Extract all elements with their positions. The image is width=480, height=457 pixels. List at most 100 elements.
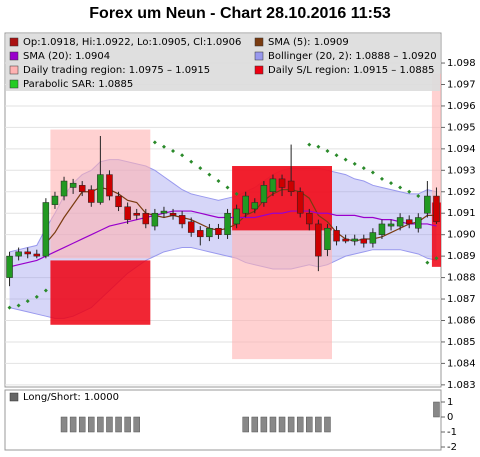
chart-title: Forex um Neun - Chart 28.10.2016 11:53 xyxy=(89,5,391,22)
legend-label: SMA (5): 1.0909 xyxy=(268,37,349,48)
sar-dot xyxy=(370,170,375,175)
candle-body xyxy=(242,195,249,214)
sar-dot xyxy=(225,185,230,190)
candle-body xyxy=(160,210,168,214)
candle-body xyxy=(33,253,41,257)
candle-body xyxy=(396,217,404,227)
candle-body xyxy=(142,212,150,225)
bar xyxy=(278,416,286,433)
candle-body xyxy=(197,230,204,238)
candle-body xyxy=(42,202,50,257)
candle-body xyxy=(178,215,186,225)
candle-body xyxy=(433,195,440,223)
sar-dot xyxy=(434,256,439,261)
sma-line xyxy=(9,210,437,268)
sar-dot xyxy=(389,181,394,186)
sar-dot xyxy=(316,144,321,149)
y-tick-label: 1.097 xyxy=(447,79,476,90)
overlay: 1.083 1.084 1.085 1.086 1.087 1.088 1.089 1.090… xyxy=(6,34,476,453)
y-tick-label: -1 xyxy=(447,427,457,438)
sar-dot xyxy=(325,149,330,153)
candle-body xyxy=(405,219,413,225)
lower-plot-frame xyxy=(4,389,442,451)
candle-body xyxy=(415,217,422,229)
candle-body xyxy=(151,212,159,227)
legend-swatch xyxy=(9,37,19,47)
sar-dot xyxy=(407,189,412,194)
candle-body xyxy=(306,212,313,225)
candle-body xyxy=(324,227,331,250)
candle-body xyxy=(342,238,349,242)
candle-body xyxy=(69,182,77,188)
y-tick-label: -2 xyxy=(447,442,457,453)
bar xyxy=(306,416,313,433)
bar xyxy=(106,416,113,433)
candle-body xyxy=(187,221,195,233)
candle-body xyxy=(296,191,304,214)
sar-dot xyxy=(207,172,212,177)
candle-body xyxy=(333,230,340,242)
y-tick-label: 1.091 xyxy=(447,208,476,219)
candle-body xyxy=(378,223,386,235)
legend-swatch xyxy=(9,392,19,402)
y-tick-label: 1.085 xyxy=(447,337,476,348)
candle-body xyxy=(97,174,104,203)
legend-label: Long/Short: 1.0000 xyxy=(23,392,119,403)
bar xyxy=(287,416,295,433)
bar xyxy=(324,416,331,433)
bar xyxy=(78,416,86,433)
candle-body xyxy=(60,180,68,197)
legend-swatch xyxy=(254,51,264,61)
sar-dot xyxy=(307,142,312,147)
candle-body xyxy=(260,185,268,203)
sar-dot xyxy=(16,303,21,308)
y-tick-label: 1.096 xyxy=(447,101,476,112)
y-tick-label: 1.092 xyxy=(447,187,476,198)
sar-dot xyxy=(152,140,157,145)
candle-body xyxy=(6,255,13,278)
legend-swatch xyxy=(254,65,264,75)
y-tick-label: 1.083 xyxy=(447,380,476,391)
y-tick-label: 1.090 xyxy=(447,230,476,241)
bar xyxy=(296,416,304,433)
candle-body xyxy=(269,178,277,193)
legend-label: Daily S/L region: 1.0915 – 1.0885 xyxy=(268,65,434,76)
sar-dot xyxy=(398,185,403,190)
legend-box xyxy=(6,34,440,91)
legend-label: Parabolic SAR: 1.0885 xyxy=(23,79,133,90)
candle-body xyxy=(124,206,131,220)
candle-body xyxy=(278,178,286,188)
y-tick-label: 1 xyxy=(447,397,453,408)
region xyxy=(431,202,441,267)
candle-body xyxy=(206,227,213,238)
candle-body xyxy=(360,238,368,244)
bar xyxy=(97,416,104,433)
legend-label: SMA (20): 1.0904 xyxy=(23,51,110,62)
sar-dot xyxy=(352,161,357,166)
bar xyxy=(124,416,131,433)
sar-dot xyxy=(416,194,421,199)
bar xyxy=(260,416,268,433)
y-tick-label: 1.094 xyxy=(447,144,476,155)
y-tick-label: 1.098 xyxy=(447,58,476,69)
sar-dot xyxy=(198,166,203,171)
sar-dot xyxy=(379,176,384,181)
sar-dot xyxy=(7,305,12,310)
sar-dot xyxy=(361,166,366,171)
candle-body xyxy=(115,195,122,208)
candle-body xyxy=(287,180,295,193)
bar xyxy=(115,416,122,433)
legend-label: Daily trading region: 1.0975 – 1.0915 xyxy=(23,65,210,76)
candle-body xyxy=(224,212,231,235)
candle-body xyxy=(106,174,113,197)
legend-swatch xyxy=(254,37,264,47)
candle-body xyxy=(387,223,395,227)
bar xyxy=(69,416,77,433)
region xyxy=(50,260,151,325)
sar-dot xyxy=(34,294,39,299)
bar xyxy=(269,416,277,433)
y-tick-label: 0 xyxy=(447,412,453,423)
legend-label: Bollinger (20, 2): 1.0888 – 1.0920 xyxy=(268,51,437,62)
bar xyxy=(251,416,259,433)
legend-swatch xyxy=(9,65,19,75)
